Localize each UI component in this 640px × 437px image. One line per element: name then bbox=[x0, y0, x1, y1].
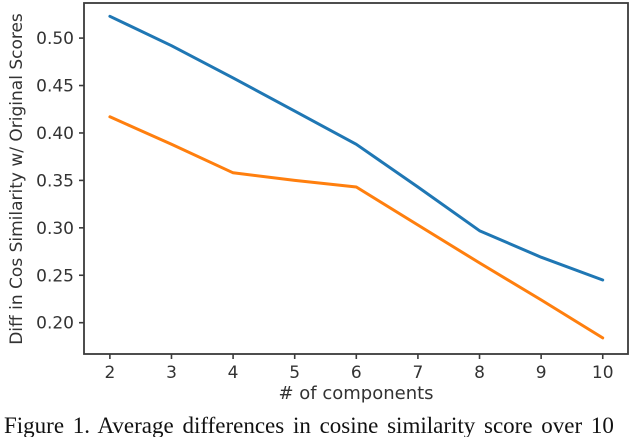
blue-series-line bbox=[108, 14, 605, 282]
x-tick-label: 2 bbox=[104, 363, 115, 383]
orange-series-line bbox=[108, 115, 605, 340]
x-tick-label: 5 bbox=[289, 363, 300, 383]
x-tick-label: 8 bbox=[474, 363, 485, 383]
line-chart: 2 3 4 5 6 7 8 9 10 0.20 0.25 0.30 0.35 0.40 0.45 0.50 bbox=[36, 2, 629, 383]
x-tick-label: 3 bbox=[166, 363, 177, 383]
y-tick-label: 0.40 bbox=[36, 124, 74, 144]
y-tick-label: 0.25 bbox=[36, 266, 74, 286]
x-tick-label: 7 bbox=[413, 363, 424, 383]
y-tick-label: 0.20 bbox=[36, 314, 74, 334]
y-tick-label: 0.50 bbox=[36, 29, 74, 49]
x-tick-label: 4 bbox=[228, 363, 239, 383]
y-tick-label: 0.30 bbox=[36, 219, 74, 239]
x-tick-label: 9 bbox=[536, 363, 547, 383]
plot-border bbox=[83, 2, 629, 355]
y-axis-label: Diff in Cos Similarity w/ Original Score… bbox=[7, 13, 27, 345]
y-tick-label: 0.45 bbox=[36, 77, 74, 97]
x-axis-label: # of components bbox=[278, 383, 434, 404]
y-tick-label: 0.35 bbox=[36, 171, 74, 191]
x-tick-label: 10 bbox=[592, 363, 614, 383]
x-tick-label: 6 bbox=[351, 363, 362, 383]
figure-caption: Figure 1. Average differences in cosine … bbox=[4, 413, 614, 437]
